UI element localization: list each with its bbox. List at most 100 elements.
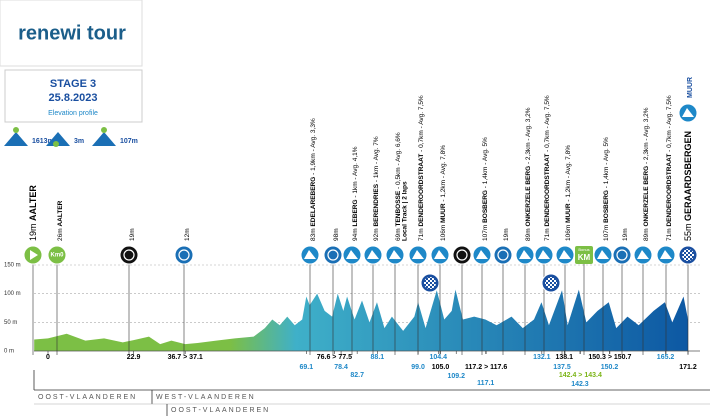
x-tick-label: 0: [46, 354, 50, 361]
point-label: 92m BERENDRIES - 1km - Avg. 7%: [373, 136, 380, 241]
point-detail: - 1,4km - Avg. 5%: [482, 137, 489, 188]
x-tick-label: 36.7 > 37.1: [168, 354, 203, 361]
icon-glyph: [616, 249, 628, 261]
icon-glyph: [30, 250, 38, 260]
y-tick-label: 100 m: [4, 291, 21, 297]
stat-icon: [46, 132, 70, 146]
stage-box: [4, 69, 143, 123]
x-tick-label: 104.4: [430, 354, 448, 361]
icon-glyph: [538, 250, 550, 259]
region: WEST-VLAANDEREN: [156, 394, 256, 401]
icon-glyph: [367, 250, 379, 259]
point-name: GERAARDSBERGEN: [683, 131, 693, 221]
point-label: 71m DENDEROORDSTRAAT - 0,7km - Avg. 7,5%: [666, 95, 673, 241]
point-label: 55m GERAARDSBERGEN: [683, 131, 693, 241]
logo-box: [0, 0, 143, 67]
point-label: 107m BOSBERG - 1,4km - Avg. 5%: [603, 137, 610, 241]
x-tick-label: 76.6 > 77.5: [317, 354, 352, 361]
point-elev: 19m: [129, 228, 136, 241]
bonus-icon: [575, 246, 593, 264]
point-icon: [119, 245, 139, 265]
stat-dot: [101, 127, 107, 133]
x-tick-label: 69.1: [300, 364, 314, 371]
point-icon: [612, 245, 632, 265]
point-label: 89m ONKERZELE BERG - 2,3km - Avg. 3,2%: [525, 107, 532, 241]
point-label: 19m: [622, 228, 629, 241]
x-tick-label: 132.1: [533, 354, 551, 361]
stat-icon: [4, 132, 28, 146]
x-tick-label: 22.9: [127, 354, 141, 361]
icon-glyph: [327, 249, 339, 261]
point-detail: - 0,7km - Avg. 7,5%: [544, 95, 551, 152]
point-elev: 89m: [643, 228, 650, 241]
x-tick-label: 105.0: [432, 364, 450, 371]
point-label: 89m ONKERZELE BERG - 2,3km - Avg. 3,2%: [643, 107, 650, 241]
icon-glyph: [456, 249, 468, 261]
point-label: 106m MUUR - 1,2km - Avg. 7,8%: [565, 145, 572, 241]
point-name: MUUR: [440, 203, 447, 223]
point-icon: [323, 245, 343, 265]
region: OOST-VLAANDEREN: [171, 407, 270, 414]
point-detail: - 0,7km - Avg. 7,5%: [666, 95, 673, 152]
point-elev: 106m: [565, 225, 572, 241]
icon-glyph: [682, 249, 694, 261]
point-label: 106m MUUR - 1,2km - Avg. 7,8%: [440, 145, 447, 241]
point-detail: - 2,3km - Avg. 3,2%: [525, 107, 532, 164]
point-elev: 26m: [57, 228, 64, 241]
point-elev: 83m: [310, 228, 317, 241]
x-tick-label: 117.1: [477, 380, 494, 387]
point-name: LEBERG: [352, 199, 359, 226]
point-elev: 107m: [482, 225, 489, 241]
icon-glyph: [476, 250, 488, 259]
x-tick-label: 150.3 > 150.7: [588, 354, 631, 361]
point-elev: 98m: [333, 228, 340, 241]
icon-glyph: [346, 250, 358, 259]
point-elev: 94m: [352, 228, 359, 241]
point-elev: 89m: [525, 228, 532, 241]
point-detail: - 0,5km - Avg. 6,6%: [395, 132, 402, 189]
x-tick-label: 109.2: [447, 373, 465, 380]
x-tick-label: 117.2 > 117.6: [465, 364, 507, 371]
x-tick-label: 142.3: [571, 381, 589, 388]
icon-glyph: [545, 277, 557, 289]
icon-glyph: [559, 250, 571, 259]
stat-value: 107m: [120, 138, 138, 145]
point-detail: - 2,3km - Avg. 3,2%: [643, 107, 650, 164]
stat-value: 3m: [74, 138, 84, 145]
point-name: AALTER: [28, 185, 38, 221]
point-label: 83m EDELAREBERG - 1,9km - Avg. 3,3%: [310, 118, 317, 241]
point-label: 69m TENBOSSE - 0,5km - Avg. 6,6%: [395, 132, 402, 241]
point-icon: [47, 245, 67, 265]
x-tick-label: 171.2: [679, 364, 697, 371]
x-tick-label: 142.4 > 143.4: [559, 372, 602, 379]
icon-glyph: [597, 250, 609, 259]
icon-glyph: [424, 277, 436, 289]
stat-dot: [53, 141, 59, 147]
point-detail: - 0,7km - Avg. 7,5%: [418, 95, 425, 152]
icon-glyph: [123, 249, 135, 261]
point-elev: 107m: [603, 225, 610, 241]
point-elev: 71m: [418, 228, 425, 241]
point-detail: - 1,4km - Avg. 5%: [603, 137, 610, 188]
x-tick-label: 150.2: [601, 364, 619, 371]
x-tick-label: 138.1: [555, 354, 573, 361]
finish-climb: MUUR: [687, 77, 694, 98]
point-name: ONKERZELE BERG: [525, 166, 532, 227]
region: OOST-VLAANDEREN: [38, 394, 137, 401]
point-name: BERENDRIES: [373, 183, 380, 226]
point-elev: 19m: [503, 228, 510, 241]
point-name: BOSBERG: [603, 190, 610, 223]
point-label: 98m: [333, 228, 340, 241]
point-name: DENDEROORDSTRAAT: [544, 154, 551, 227]
point-elev: 55m: [683, 223, 693, 241]
x-tick-label: 165.2: [657, 354, 675, 361]
y-tick-label: 50 m: [4, 320, 17, 326]
stage: STAGE 3: [50, 78, 96, 90]
icon-glyph: [434, 250, 446, 259]
icon-glyph: [304, 250, 316, 259]
point-label: 12m: [184, 228, 191, 241]
point-label: 26m AALTER: [57, 200, 64, 241]
stat-dot: [13, 127, 19, 133]
icon-glyph: [412, 250, 424, 259]
point-name: BOSBERG: [482, 190, 489, 223]
